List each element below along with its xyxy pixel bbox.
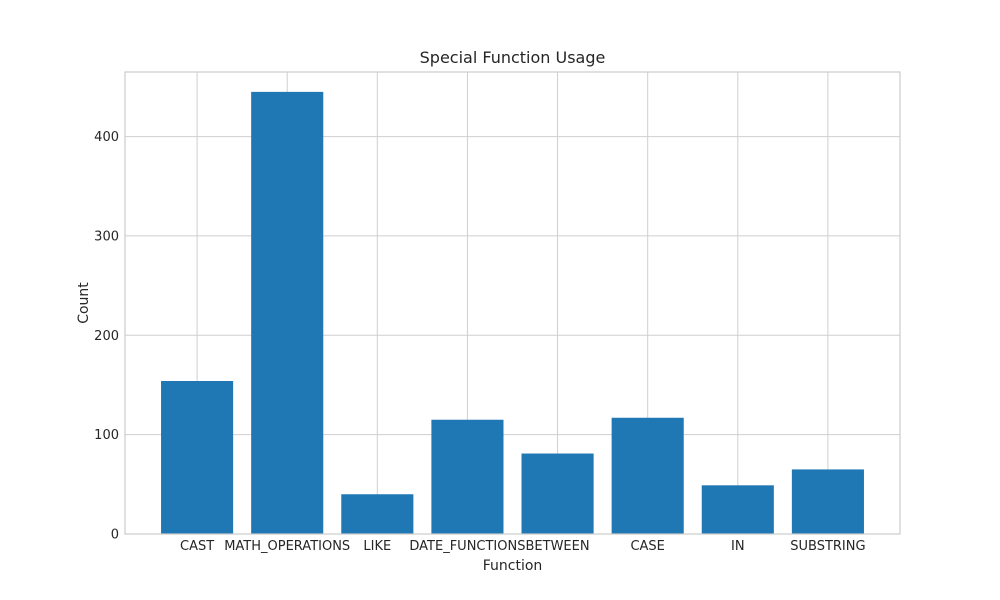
y-axis-title: Count <box>76 282 92 324</box>
y-tick-label: 100 <box>94 428 119 443</box>
x-axis-title: Function <box>483 558 543 574</box>
x-tick-label: BETWEEN <box>526 539 590 554</box>
x-axis-ticks: CAST MATH_OPERATIONS LIKE DATE_FUNCTIONS BET… <box>180 539 866 554</box>
x-tick-label: SUBSTRING <box>790 539 865 554</box>
plot-frame <box>124 71 901 535</box>
bar-cast <box>161 380 234 534</box>
x-tick-label: DATE_FUNCTIONS <box>409 539 525 554</box>
bars <box>161 91 864 534</box>
x-tick-label: CAST <box>180 539 214 554</box>
bar-like <box>341 494 414 534</box>
bar-date-functions <box>431 419 504 534</box>
bar-between <box>521 453 594 534</box>
y-tick-label: 0 <box>111 528 119 543</box>
bar-math-operations <box>251 91 324 534</box>
grid <box>125 72 900 535</box>
y-tick-label: 200 <box>94 329 119 344</box>
x-tick-label: MATH_OPERATIONS <box>224 539 350 554</box>
x-tick-label: LIKE <box>363 539 391 554</box>
y-axis-ticks: 0 100 200 300 400 <box>94 130 119 542</box>
x-tick-label: CASE <box>630 539 664 554</box>
y-tick-label: 300 <box>94 229 119 244</box>
bar-in <box>701 485 774 534</box>
chart-title: Special Function Usage <box>420 48 606 67</box>
x-tick-label: IN <box>731 539 745 554</box>
y-tick-label: 400 <box>94 130 119 145</box>
bar-case <box>611 417 684 534</box>
bar-substring <box>791 469 864 534</box>
